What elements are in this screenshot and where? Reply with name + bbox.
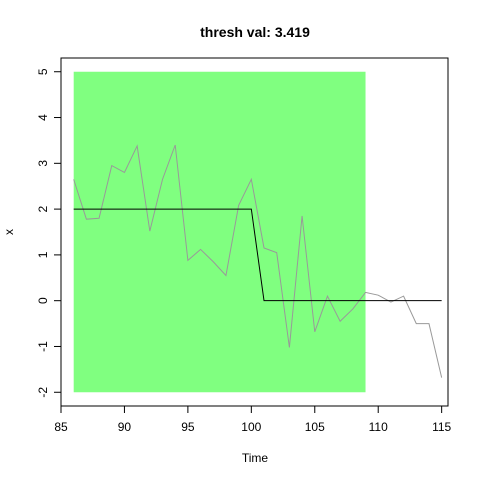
x-tick-label: 95 xyxy=(181,420,195,434)
x-axis-label: Time xyxy=(242,451,269,465)
y-tick-label: 3 xyxy=(36,160,50,167)
y-tick-label: 0 xyxy=(36,297,50,304)
x-tick-label: 90 xyxy=(118,420,132,434)
y-tick-label: 1 xyxy=(36,251,50,258)
y-tick-label: -1 xyxy=(36,341,50,352)
chart-title: thresh val: 3.419 xyxy=(200,24,310,40)
y-tick-label: -2 xyxy=(36,387,50,398)
x-tick-label: 105 xyxy=(305,420,325,434)
y-tick-label: 2 xyxy=(36,205,50,212)
highlight-region xyxy=(73,71,366,393)
series-line-1 xyxy=(73,144,443,378)
x-tick-label: 85 xyxy=(54,420,68,434)
x-tick-label: 100 xyxy=(241,420,261,434)
y-tick-label: 4 xyxy=(36,114,50,121)
x-tick-label: 115 xyxy=(432,420,451,434)
series-line-2 xyxy=(73,208,442,302)
plot-area xyxy=(73,71,443,393)
x-tick-label: 110 xyxy=(369,420,388,434)
y-axis-label: x xyxy=(2,229,16,235)
y-tick-label: 5 xyxy=(36,68,50,75)
